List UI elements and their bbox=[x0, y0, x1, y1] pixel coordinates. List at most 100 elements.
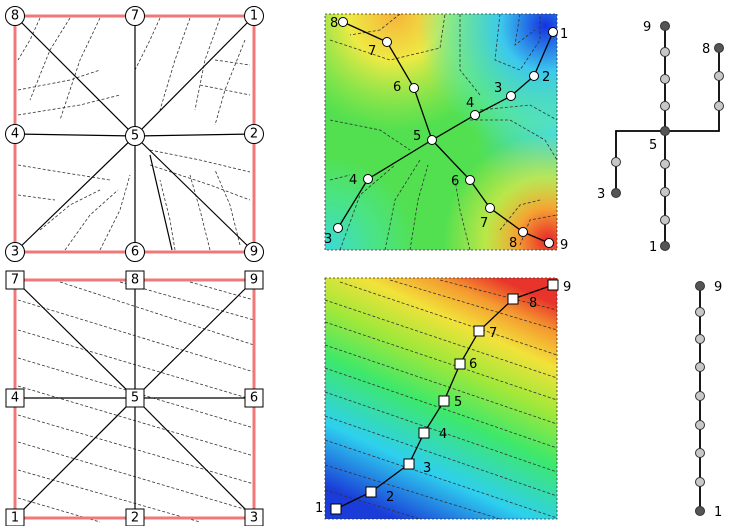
grid-square-9[interactable]: 9 bbox=[244, 270, 264, 290]
grid-node-label: 8 bbox=[11, 9, 19, 24]
bottom-heatmap-labels: 9 8 7 6 5 4 3 2 1 bbox=[315, 280, 571, 516]
grid-node-label: 1 bbox=[250, 9, 258, 24]
tree-label: 8 bbox=[702, 42, 710, 57]
grid-square-label: 8 bbox=[131, 273, 139, 288]
grid-square-2[interactable]: 2 bbox=[125, 508, 145, 526]
heat-node[interactable] bbox=[338, 17, 348, 27]
tree-end-node[interactable] bbox=[660, 241, 670, 251]
top-heatmap-contours bbox=[329, 13, 558, 251]
heat-label: 2 bbox=[542, 70, 550, 85]
heat-square[interactable] bbox=[418, 427, 430, 439]
tree-node[interactable] bbox=[660, 101, 670, 111]
heat-node[interactable] bbox=[544, 238, 554, 248]
heat-label: 3 bbox=[423, 461, 431, 476]
grid-square-4[interactable]: 4 bbox=[5, 388, 25, 408]
tree-node[interactable] bbox=[695, 391, 705, 401]
heat-node[interactable] bbox=[465, 175, 475, 185]
heat-node[interactable] bbox=[470, 110, 480, 120]
grid-square-label: 7 bbox=[11, 273, 19, 288]
top-grid-contours bbox=[17, 17, 251, 251]
grid-square-1[interactable]: 1 bbox=[5, 508, 25, 526]
grid-square-7[interactable]: 7 bbox=[5, 270, 25, 290]
heat-label: 7 bbox=[480, 216, 488, 231]
bottom-heatmap-panel: 9 8 7 6 5 4 3 2 1 bbox=[315, 277, 571, 520]
top-tree-nodes bbox=[611, 21, 724, 251]
tree-node[interactable] bbox=[695, 307, 705, 317]
tree-end-node[interactable] bbox=[695, 281, 705, 291]
grid-node-1[interactable]: 1 bbox=[244, 6, 264, 26]
heat-node[interactable] bbox=[548, 27, 558, 37]
heat-node[interactable] bbox=[427, 135, 437, 145]
heat-square[interactable] bbox=[403, 458, 415, 470]
grid-square-8[interactable]: 8 bbox=[125, 270, 145, 290]
tree-label: 5 bbox=[649, 138, 657, 153]
tree-node[interactable] bbox=[695, 448, 705, 458]
grid-square-label: 2 bbox=[131, 511, 139, 526]
tree-end-node[interactable] bbox=[714, 43, 724, 53]
heat-square[interactable] bbox=[547, 279, 559, 291]
grid-node-9[interactable]: 9 bbox=[244, 242, 264, 262]
tree-node[interactable] bbox=[714, 101, 724, 111]
grid-square-6[interactable]: 6 bbox=[244, 388, 264, 408]
grid-square-label: 4 bbox=[11, 391, 19, 406]
heat-node[interactable] bbox=[409, 83, 419, 93]
heat-node[interactable] bbox=[529, 71, 539, 81]
heat-square[interactable] bbox=[438, 395, 450, 407]
tree-node[interactable] bbox=[695, 334, 705, 344]
grid-square-label: 5 bbox=[131, 391, 139, 406]
tree-node[interactable] bbox=[695, 362, 705, 372]
grid-node-7[interactable]: 7 bbox=[125, 6, 145, 26]
heat-square[interactable] bbox=[473, 325, 485, 337]
heat-node[interactable] bbox=[518, 227, 528, 237]
heat-square[interactable] bbox=[454, 358, 466, 370]
tree-node[interactable] bbox=[660, 74, 670, 84]
tree-node[interactable] bbox=[660, 215, 670, 225]
heat-label: 8 bbox=[509, 236, 517, 251]
bottom-grid-nodes: 7 8 9 4 5 6 1 2 3 bbox=[5, 270, 264, 526]
tree-node[interactable] bbox=[714, 71, 724, 81]
heat-node[interactable] bbox=[506, 91, 516, 101]
grid-node-label: 9 bbox=[250, 245, 258, 260]
tree-root-node[interactable] bbox=[660, 126, 670, 136]
grid-node-8[interactable]: 8 bbox=[5, 6, 25, 26]
grid-square-label: 1 bbox=[11, 511, 19, 526]
tree-end-node[interactable] bbox=[660, 21, 670, 31]
tree-label: 1 bbox=[714, 505, 722, 520]
top-tree-edges bbox=[615, 26, 720, 246]
top-tree-panel: 9 8 5 3 1 bbox=[597, 20, 724, 255]
heat-label: 9 bbox=[560, 238, 568, 253]
tree-end-node[interactable] bbox=[695, 506, 705, 516]
grid-node-3[interactable]: 3 bbox=[5, 242, 25, 262]
tree-node[interactable] bbox=[611, 157, 621, 167]
grid-square-5[interactable]: 5 bbox=[125, 388, 145, 408]
top-heatmap-border bbox=[324, 13, 558, 251]
heat-node[interactable] bbox=[333, 223, 343, 233]
grid-square-label: 9 bbox=[250, 273, 258, 288]
heat-label: 6 bbox=[393, 80, 401, 95]
tree-node[interactable] bbox=[660, 47, 670, 57]
heat-node[interactable] bbox=[382, 37, 392, 47]
heat-label: 1 bbox=[560, 27, 568, 42]
tree-node[interactable] bbox=[660, 159, 670, 169]
heat-square[interactable] bbox=[365, 486, 377, 498]
tree-node[interactable] bbox=[695, 420, 705, 430]
tree-end-node[interactable] bbox=[611, 188, 621, 198]
grid-node-4[interactable]: 4 bbox=[5, 124, 25, 144]
grid-node-2[interactable]: 2 bbox=[244, 124, 264, 144]
grid-node-5[interactable]: 5 bbox=[125, 126, 145, 146]
grid-square-3[interactable]: 3 bbox=[244, 508, 264, 526]
heat-label: 3 bbox=[324, 232, 332, 247]
heat-label: 5 bbox=[454, 395, 462, 410]
heat-square[interactable] bbox=[507, 293, 519, 305]
tree-node[interactable] bbox=[660, 187, 670, 197]
heat-label: 7 bbox=[489, 326, 497, 341]
heat-label: 8 bbox=[330, 16, 338, 31]
heat-label: 1 bbox=[315, 501, 323, 516]
grid-node-6[interactable]: 6 bbox=[125, 242, 145, 262]
heat-label: 2 bbox=[386, 490, 394, 505]
heat-node[interactable] bbox=[363, 174, 373, 184]
heat-node[interactable] bbox=[485, 203, 495, 213]
tree-node[interactable] bbox=[695, 477, 705, 487]
bottom-heatmap-nodes bbox=[330, 279, 559, 515]
heat-square[interactable] bbox=[330, 503, 342, 515]
